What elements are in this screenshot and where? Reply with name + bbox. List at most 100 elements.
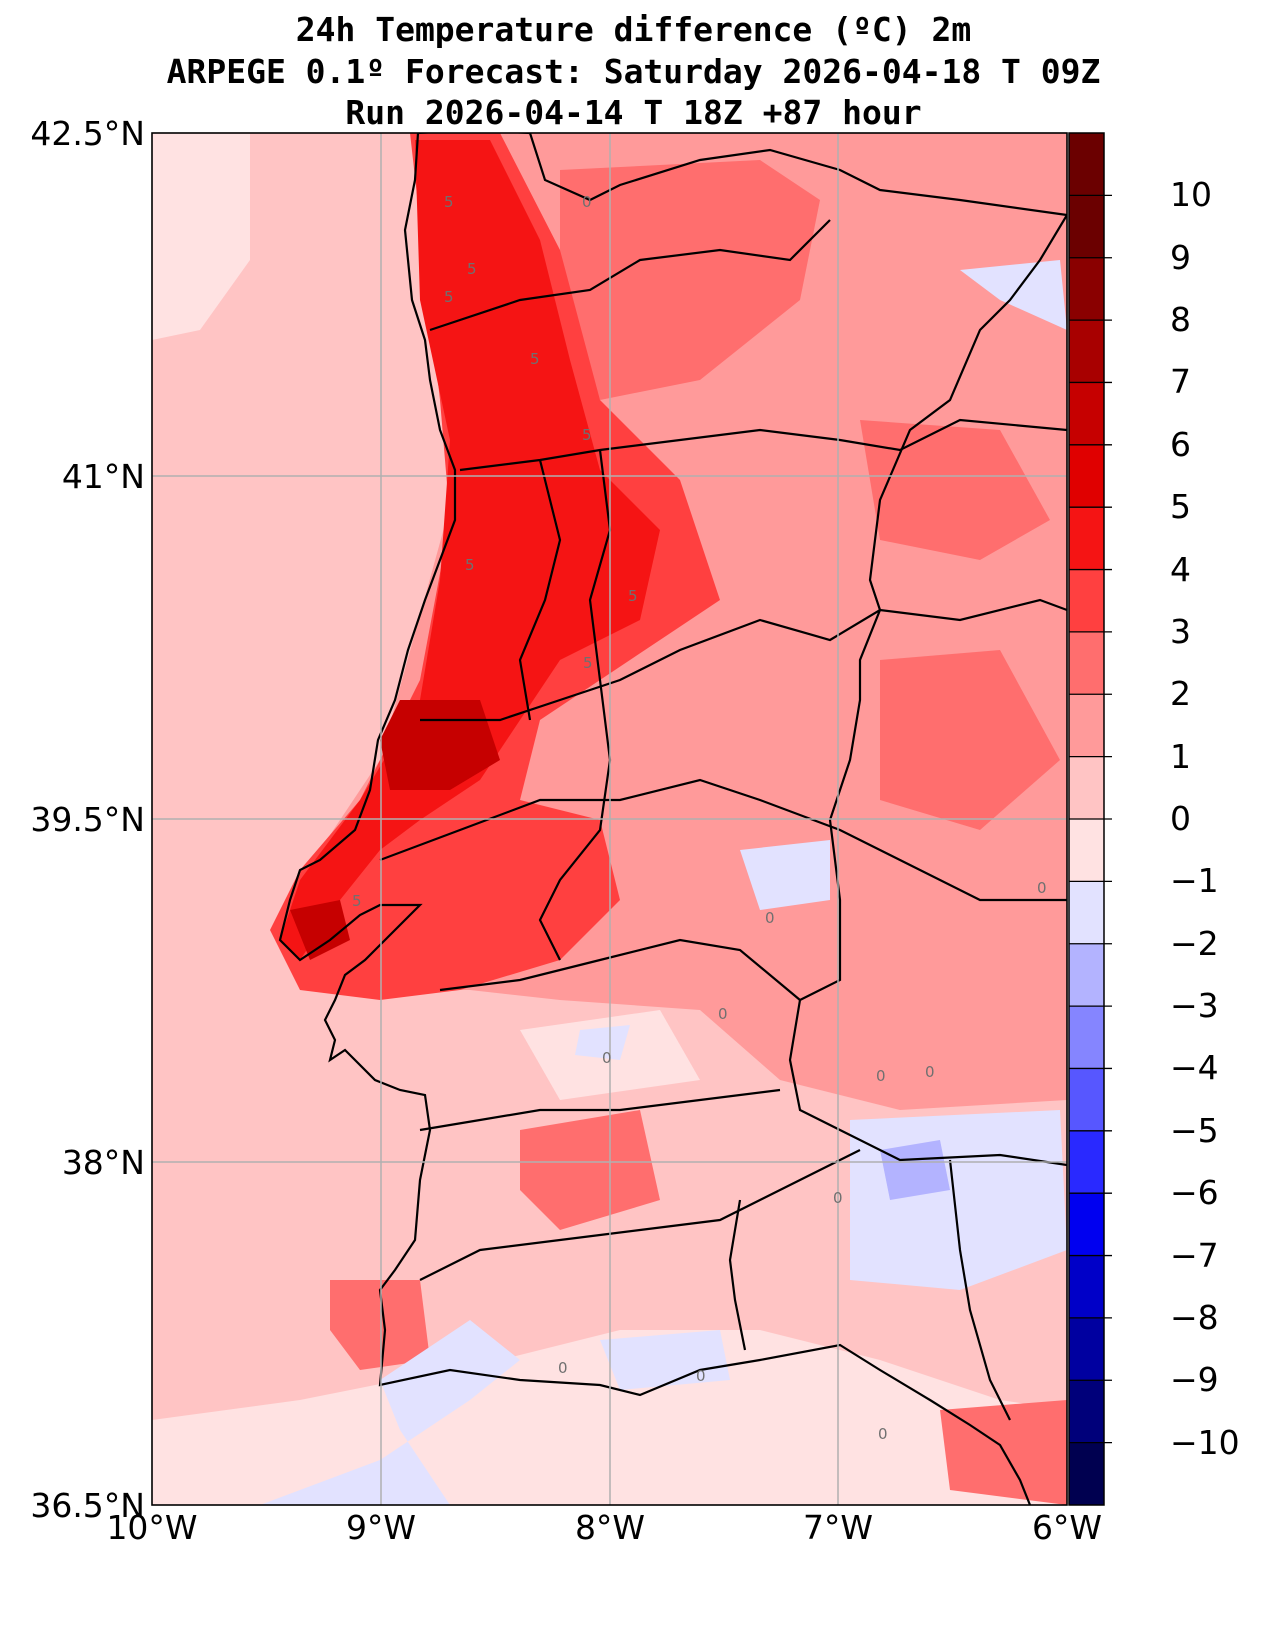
colorbar-bin [1069,382,1104,446]
field-hotspot-lisbon [290,900,350,960]
colorbar-bin [1069,195,1104,259]
contour-label: 0 [718,1005,728,1023]
border-east [788,214,1067,1167]
colorbar-tick-label: −3 [1170,986,1219,1026]
colorbar-bin [1069,1006,1104,1069]
contour-label: 0 [558,1359,568,1377]
colorbar-tick-label: 8 [1170,300,1191,340]
border-interior-7 [419,1149,861,1281]
contour-label: 5 [530,350,540,368]
field-south-cool-2 [600,1330,730,1390]
colorbar-tick-label: 9 [1170,237,1191,277]
contour-label-group: 5 5 5 5 5 5 5 5 5 0 0 0 0 0 0 0 0 0 0 0 [352,193,1047,1443]
field-offshore-pale [152,133,250,340]
border-interior-11 [948,1159,1011,1421]
field-south-cool-1 [260,1320,520,1505]
colorbar-tick-label: −5 [1170,1110,1219,1150]
contour-label: 0 [876,1067,886,1085]
colorbar-bin [1069,569,1104,633]
colorbar-bin [1069,1380,1104,1444]
colorbar-tick-label: −4 [1170,1048,1219,1088]
field-hotspot [380,700,500,790]
colorbar-tick-label: −1 [1170,861,1219,901]
contour-label: 0 [696,1367,706,1385]
colorbar-tick-label: −9 [1170,1360,1219,1400]
contour-label: 0 [833,1189,843,1207]
colorbar [1069,133,1112,1506]
colorbar-bin [1069,1255,1104,1319]
border-interior-2 [429,219,831,332]
contour-label: 5 [465,556,475,574]
field-center-cool-2 [575,1025,630,1060]
contour-label: 5 [628,587,638,605]
contour-label: 5 [583,654,593,672]
field-band-5 [280,140,660,960]
colorbar-bin [1069,631,1104,695]
title-line-2: ARPEGE 0.1º Forecast: Saturday 2026-04-1… [166,52,1101,91]
contour-label: 0 [1037,879,1047,897]
title-line-1: 24h Temperature difference (ºC) 2m [295,10,972,49]
lat-tick-label: 36.5°N [30,1486,145,1525]
colorbar-tick-label: −7 [1170,1235,1219,1275]
lon-tick-label: 8°W [574,1508,646,1547]
contour-label: 5 [352,892,362,910]
colorbar-tick-label: 2 [1170,674,1191,714]
colorbar-bin [1069,133,1104,196]
coastlines-borders [278,133,1067,1505]
map-frame [151,132,1068,1506]
field-center-cool [740,840,830,910]
lon-tick-label: 9°W [345,1508,417,1547]
lat-tick-label: 41°N [61,457,145,496]
colorbar-bin [1069,819,1104,882]
contour-label: 0 [878,1425,888,1443]
colorbar-bin [1069,507,1104,571]
colorbar-tick-label: −8 [1170,1297,1219,1337]
colorbar-bin [1069,694,1104,758]
field-patch-3a [560,160,820,400]
coastline-west [278,133,1032,1505]
colorbar-bin [1069,1130,1104,1194]
colorbar-tick-label: 6 [1170,424,1191,464]
lon-tick-label: 6°W [1031,1508,1103,1547]
colorbar-tick-label: −2 [1170,923,1219,963]
colorbar-bin [1069,320,1104,383]
field-patch-3b [860,420,1050,560]
field-patch-3e [330,1280,430,1370]
lon-tick-label: 10°W [106,1508,198,1547]
border-interior-1 [459,418,1067,472]
colorbar-tick-label: 3 [1170,611,1191,651]
border-interior-8 [518,459,562,721]
colorbar-bin [1069,444,1104,508]
border-interior-6 [419,1088,781,1132]
contour-label: 0 [765,909,775,927]
lat-tick-label: 38°N [61,1143,145,1182]
contour-label: 0 [602,1049,612,1067]
colorbar-bin [1069,881,1104,945]
gridlines [152,133,1067,1505]
field-patch-3c [880,650,1060,830]
contour-label: 0 [925,1063,935,1081]
colorbar-bin [1069,1193,1104,1257]
colorbar-tick-label: 10 [1170,175,1212,215]
colorbar-tick-label: 0 [1170,799,1191,838]
colorbar-bin [1069,943,1104,1007]
colorbar-bin [1069,1068,1104,1132]
contour-label: 0 [582,193,592,211]
colorbar-tick-label: 4 [1170,549,1191,589]
colorbar-bin [1069,257,1104,321]
colorbar-tick-label: −10 [1170,1422,1240,1462]
border-north [418,133,1067,217]
title-line-3: Run 2026-04-14 T 18Z +87 hour [345,93,922,132]
lat-tick-label: 42.5°N [30,114,145,153]
field-patch-3d [520,1110,660,1230]
colorbar-tick-label: 7 [1170,362,1191,402]
colorbar-bin [1069,1317,1104,1381]
contour-label: 5 [444,193,454,211]
colorbar-bin [1069,1442,1104,1506]
colorbar-tick-label: 5 [1170,487,1191,527]
colorbar-tick-label: −6 [1170,1173,1219,1213]
contour-label: 5 [582,426,592,444]
border-interior-4 [379,778,1067,902]
colorbar-tick-label: 1 [1170,736,1191,776]
